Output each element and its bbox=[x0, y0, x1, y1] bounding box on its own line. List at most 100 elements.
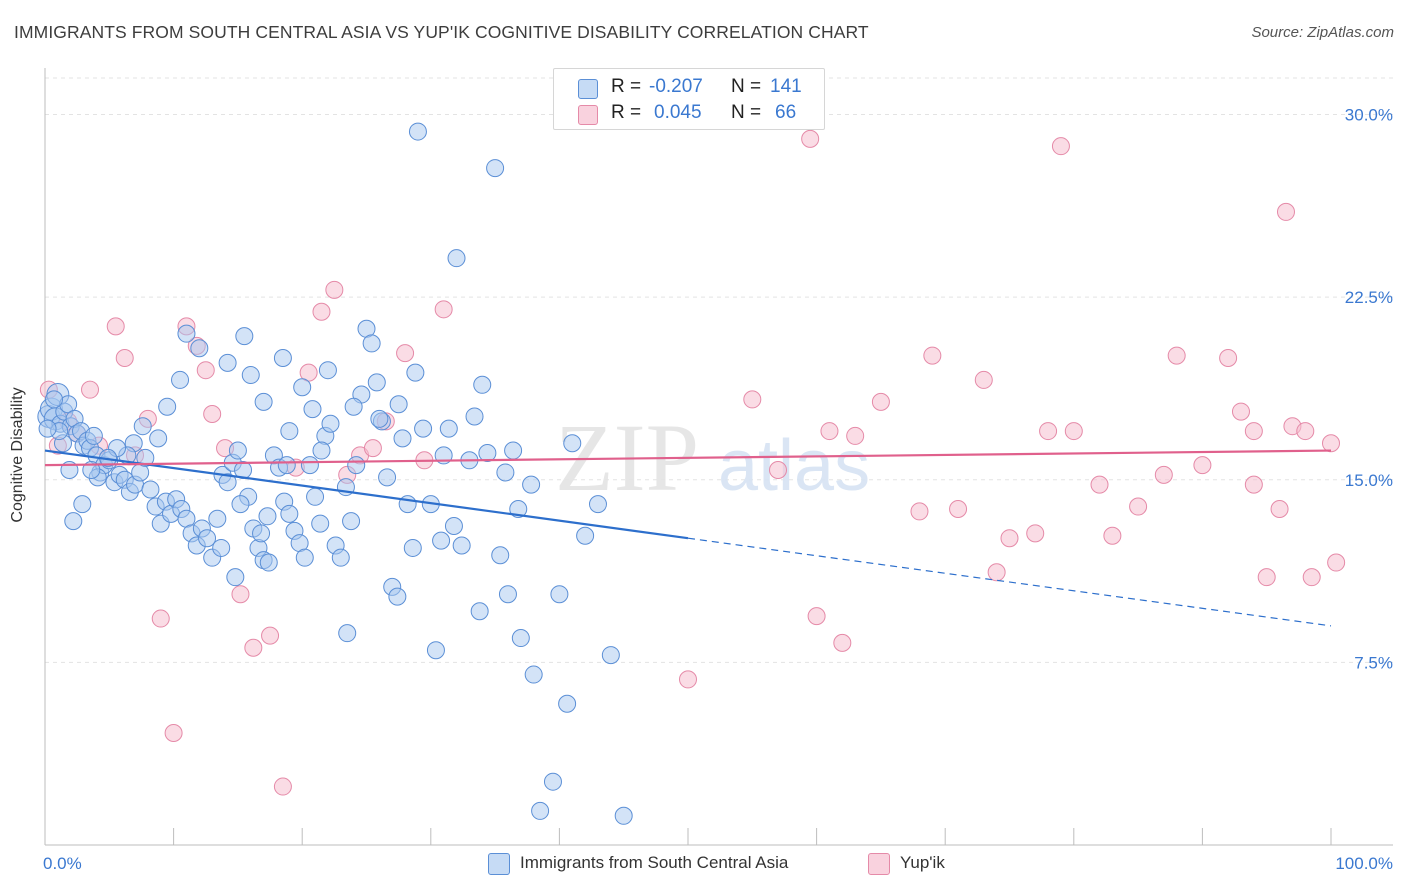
yupik-point bbox=[1244, 422, 1263, 441]
yupik-point bbox=[1302, 568, 1321, 587]
south-central-asia-point bbox=[64, 512, 83, 531]
south-central-asia-point bbox=[465, 407, 484, 426]
south-central-asia-point bbox=[300, 456, 319, 475]
south-central-asia-point bbox=[342, 512, 361, 531]
yupik-point bbox=[273, 777, 292, 796]
yupik-point bbox=[1051, 137, 1070, 156]
south-central-asia-point bbox=[393, 429, 412, 448]
yupik-point bbox=[261, 626, 280, 645]
legend-r-value: -0.207 bbox=[649, 76, 703, 97]
south-central-asia-point bbox=[491, 546, 510, 565]
south-central-asia-point bbox=[496, 463, 515, 482]
yupik-point bbox=[363, 439, 382, 458]
south-central-asia-point bbox=[258, 507, 277, 526]
yupik-point bbox=[1193, 456, 1212, 475]
axes bbox=[44, 68, 1393, 846]
south-central-asia-point bbox=[303, 400, 322, 419]
south-central-asia-point bbox=[403, 538, 422, 557]
south-central-asia-point bbox=[439, 419, 458, 438]
south-central-asia-point bbox=[432, 531, 451, 550]
legend-n-label: N = bbox=[731, 76, 762, 97]
y-tick-label: 22.5% bbox=[1345, 288, 1393, 307]
y-axis-label: Cognitive Disability bbox=[9, 387, 26, 523]
yupik-point bbox=[846, 426, 865, 445]
south-central-asia-point bbox=[45, 390, 64, 409]
yupik-point bbox=[115, 349, 134, 368]
pink-trend-line bbox=[44, 449, 1332, 467]
south-central-asia-point bbox=[388, 587, 407, 606]
south-central-asia-point bbox=[306, 487, 325, 506]
trend-lines bbox=[44, 449, 1332, 627]
south-central-asia-point bbox=[259, 553, 278, 572]
south-central-asia-point bbox=[280, 504, 299, 523]
south-central-asia-point bbox=[84, 426, 103, 445]
yupik-point bbox=[164, 723, 183, 742]
yupik-point bbox=[987, 563, 1006, 582]
yupik-point bbox=[910, 502, 929, 521]
yupik-point bbox=[743, 390, 762, 409]
south-central-asia-point bbox=[273, 349, 292, 368]
south-central-asia-point bbox=[73, 495, 92, 514]
south-central-asia-point bbox=[277, 456, 296, 475]
south-central-asia-point bbox=[478, 443, 497, 462]
south-central-asia-point bbox=[558, 694, 577, 713]
blue-trend-extension bbox=[687, 537, 1332, 627]
yupik-point bbox=[325, 280, 344, 299]
south-central-asia-point bbox=[378, 468, 397, 487]
south-central-asia-point bbox=[509, 499, 528, 518]
legend-swatch-blue bbox=[578, 79, 598, 99]
legend-r-value: 0.045 bbox=[654, 102, 702, 123]
yupik-point bbox=[1270, 499, 1289, 518]
south-central-asia-point bbox=[543, 772, 562, 791]
south-central-asia-point bbox=[370, 409, 389, 428]
south-central-asia-point bbox=[344, 397, 363, 416]
south-central-asia-point bbox=[228, 441, 247, 460]
south-central-asia-point bbox=[447, 249, 466, 268]
south-central-asia-point bbox=[563, 434, 582, 453]
south-central-asia-point bbox=[576, 526, 595, 545]
yupik-point bbox=[244, 638, 263, 657]
yupik-point bbox=[434, 300, 453, 319]
legend-r-label: R = bbox=[611, 76, 642, 97]
legend-n-value: 66 bbox=[775, 102, 797, 123]
y-tick-label: 15.0% bbox=[1345, 471, 1393, 490]
y-tick-label: 30.0% bbox=[1345, 106, 1393, 125]
watermark-atlas: atlas bbox=[718, 426, 870, 506]
south-central-asia-point bbox=[498, 585, 517, 604]
south-central-asia-point bbox=[531, 801, 550, 820]
south-central-asia-point bbox=[190, 339, 209, 358]
south-central-asia-point bbox=[218, 473, 237, 492]
yupik-point bbox=[106, 317, 125, 336]
south-central-asia-point bbox=[486, 159, 505, 178]
south-central-asia-point bbox=[406, 363, 425, 382]
bottom-legend-label-blue: Immigrants from South Central Asia bbox=[520, 853, 789, 872]
south-central-asia-points bbox=[37, 122, 633, 825]
south-central-asia-point bbox=[231, 495, 250, 514]
south-central-asia-point bbox=[208, 509, 227, 528]
south-central-asia-point bbox=[504, 441, 523, 460]
south-central-asia-point bbox=[295, 548, 314, 567]
south-central-asia-point bbox=[338, 624, 357, 643]
south-central-asia-point bbox=[218, 353, 237, 372]
yupik-point bbox=[1244, 475, 1263, 494]
legend-r-label: R = bbox=[611, 102, 642, 123]
south-central-asia-point bbox=[212, 538, 231, 557]
yupik-point bbox=[1039, 422, 1058, 441]
yupik-point bbox=[1296, 422, 1315, 441]
south-central-asia-point bbox=[312, 441, 331, 460]
south-central-asia-point bbox=[141, 480, 160, 499]
south-central-asia-point bbox=[367, 373, 386, 392]
blue-trend-line bbox=[44, 449, 689, 540]
yupik-point bbox=[807, 607, 826, 626]
x-tick-label: 0.0% bbox=[43, 854, 82, 873]
south-central-asia-point bbox=[254, 392, 273, 411]
yupik-point bbox=[1090, 475, 1109, 494]
bottom-legend-swatch-pink bbox=[868, 853, 890, 875]
y-tick-label: 7.5% bbox=[1354, 653, 1393, 672]
yupik-point bbox=[974, 370, 993, 389]
legend-swatch-pink bbox=[578, 105, 598, 125]
south-central-asia-point bbox=[38, 419, 57, 438]
yupik-point bbox=[820, 422, 839, 441]
south-central-asia-point bbox=[473, 375, 492, 394]
